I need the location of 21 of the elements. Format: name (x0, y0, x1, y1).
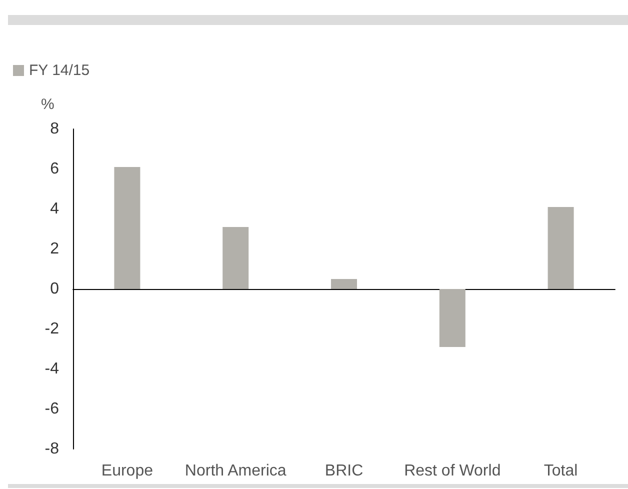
x-tick-label: North America (184, 462, 286, 480)
y-tick-label: -4 (44, 360, 60, 378)
bar (548, 207, 574, 289)
y-tick-label: 0 (50, 280, 60, 298)
legend-label: FY 14/15 (29, 62, 90, 79)
x-tick-label: Europe (101, 462, 154, 480)
y-tick-label: 6 (50, 160, 60, 178)
y-tick-label: -6 (44, 400, 60, 418)
y-tick-label: 4 (50, 200, 60, 218)
x-tick-label: BRIC (324, 462, 364, 480)
y-tick-label: -8 (44, 440, 60, 458)
y-tick-label: -2 (44, 320, 60, 338)
bar (331, 279, 357, 289)
y-tick-label: 2 (50, 240, 60, 258)
x-tick-label: Total (544, 462, 578, 480)
bar (114, 167, 140, 289)
bar (439, 289, 466, 347)
x-tick-label: Rest of World (404, 462, 501, 480)
bar (222, 227, 249, 289)
y-tick-label: 8 (50, 120, 60, 138)
y-axis-title: % (41, 96, 54, 113)
